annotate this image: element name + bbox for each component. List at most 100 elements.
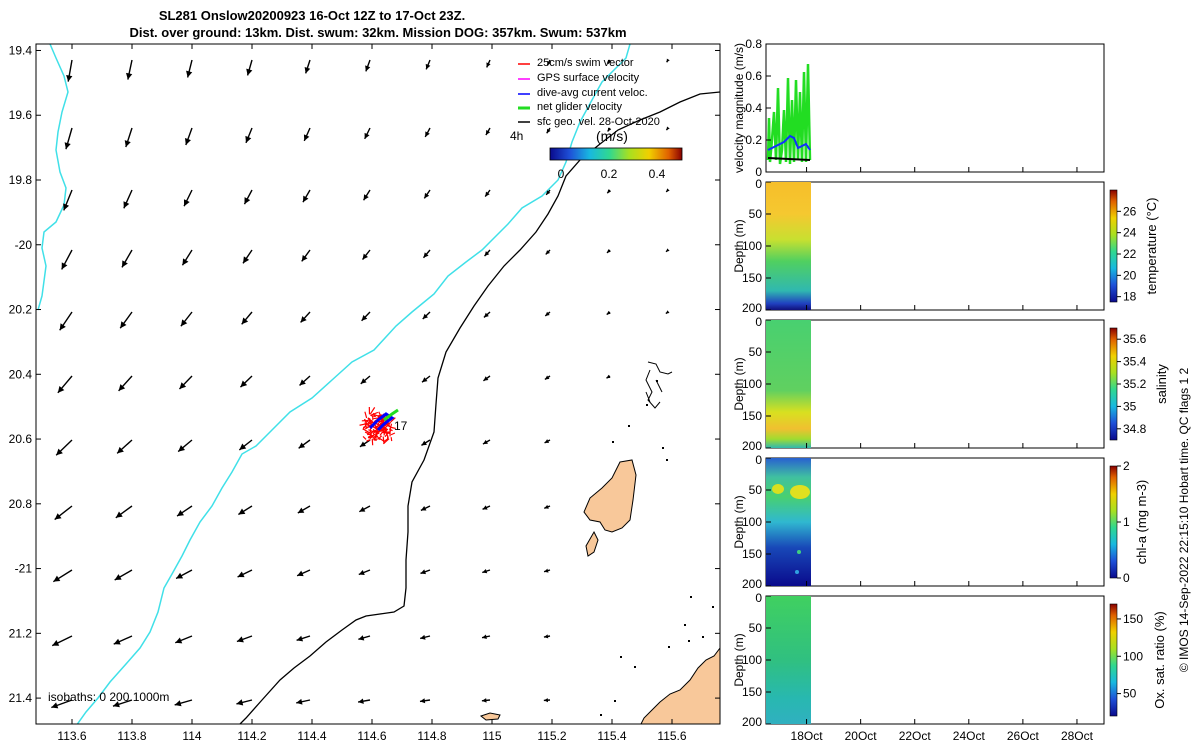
time-tick-label: 18Oct: [791, 729, 824, 743]
map-y-tick-label: 20.8: [9, 497, 33, 511]
velocity-arrow-head: [54, 513, 62, 520]
velocity-arrow-head: [420, 569, 426, 575]
velocity-ylabel: velocity magnitude (m/s): [732, 43, 746, 173]
map-y-tick-label: 19.6: [9, 108, 33, 122]
temperature-y-tick-label: 150: [742, 271, 762, 285]
isobaths-label: isobaths: 0 200 1000m: [48, 690, 169, 704]
temperature-y-tick-label: 100: [742, 239, 762, 253]
legend-net: net glider velocity: [537, 101, 622, 113]
time-tick-label: 20Oct: [845, 729, 878, 743]
temperature-panel: Depth (m) temperature (°C) 050100150200 …: [732, 177, 1159, 315]
map-x-tick-label: 113.6: [57, 729, 86, 743]
velocity-arrow-head: [182, 258, 189, 266]
velocity-arrow-head: [545, 250, 551, 255]
swim-vector: [374, 435, 378, 439]
velocity-arrow-head: [237, 571, 245, 578]
oxygen-y-ticks: 0 50 100 150 200: [742, 591, 771, 729]
temperature-c-ticks: 18 20 22 24 26: [1117, 204, 1137, 304]
salinity-y-tick-label: 100: [742, 377, 762, 391]
temperature-c-tick-label: 22: [1123, 247, 1137, 261]
chla-c-tick-label: 0: [1123, 571, 1130, 585]
temperature-ylabel: Depth (m): [732, 219, 746, 272]
velocity-arrow-head: [64, 142, 71, 150]
velocity-arrow-head: [358, 569, 365, 576]
salinity-y-tick-label: 150: [742, 409, 762, 423]
velocity-arrow-head: [481, 698, 487, 703]
velocity-arrow-head: [422, 377, 428, 383]
velocity-arrow-head: [59, 323, 66, 331]
oxygen-c-tick-label: 100: [1123, 649, 1143, 663]
oxygen-panel: Depth (m) Ox. sat. ratio (%) 05010015020…: [732, 167, 1167, 743]
swim-vector: [359, 423, 368, 426]
mainland: [640, 647, 720, 724]
velocity-arrow-head: [482, 568, 488, 574]
velocity-arrow-head: [421, 440, 427, 446]
coastline-main: [76, 44, 631, 724]
oxygen-y-tick-label: 150: [742, 685, 762, 699]
salinity-y-tick-label: 0: [755, 315, 762, 329]
temperature-y-tick-label: 50: [749, 207, 763, 221]
oxygen-y-tick-label: 100: [742, 653, 762, 667]
velocity-arrow-head: [544, 439, 550, 443]
swim-vector: [382, 422, 389, 428]
colorbar-tick-1: 0.2: [601, 167, 618, 181]
velocity-arrow-head: [358, 698, 364, 704]
velocity-arrow-head: [546, 128, 551, 134]
island-chain: [645, 361, 673, 409]
velocity-arrow-head: [301, 254, 308, 262]
velocity-arrow-head: [118, 384, 126, 391]
velocity-arrow-head: [666, 126, 670, 131]
salinity-y-ticks: 0 50 100 150 200: [742, 315, 771, 453]
coastline-left: [37, 44, 69, 311]
chla-c-ticks: 0 1 2: [1117, 459, 1130, 585]
velocity-arrow-head: [123, 201, 130, 209]
map-x-ticks: 113.6 113.8 114 114.2 114.4 114.6 114.8 115 115.…: [57, 44, 687, 743]
velocity-arrow-head: [422, 313, 429, 320]
map-y-tick-label: 19.4: [9, 43, 33, 57]
velocity-arrow-head: [358, 635, 365, 641]
velocity-arrow-head: [240, 380, 248, 388]
chla-patch: [772, 484, 784, 494]
title-line2: Dist. over ground: 13km. Dist. swum: 32k…: [129, 25, 626, 40]
chla-y-ticks: 0 50 100 150 200: [742, 453, 771, 591]
colorbar-tick-2: 0.4: [649, 167, 666, 181]
swim-vector: [379, 438, 385, 442]
velocity-arrow-head: [420, 634, 426, 640]
velocity-arrow-head: [63, 203, 70, 211]
oxygen-c-tick-label: 50: [1123, 687, 1137, 701]
map-y-tick-label: 20.2: [9, 303, 33, 317]
glider-label: 17: [394, 419, 408, 433]
velocity-arrow-head: [296, 635, 304, 642]
temperature-colorbar: [1109, 189, 1118, 303]
velocity-arrow-head: [665, 310, 670, 314]
velocity-arrow-head: [245, 135, 252, 143]
velocity-arrow-head: [364, 132, 370, 139]
velocity-arrow-head: [544, 375, 550, 380]
velocity-arrow-head: [178, 445, 186, 452]
velocity-arrow-head: [362, 253, 369, 260]
velocity-arrow-head: [606, 249, 611, 253]
salinity-ylabel: Depth (m): [732, 357, 746, 410]
oxygen-ylabel: Depth (m): [732, 633, 746, 686]
velocity-arrow-head: [241, 317, 249, 325]
velocity-y-tick-label: 0: [755, 165, 762, 179]
colorbar-tick-0: 0: [558, 167, 565, 181]
swim-vector: [367, 436, 372, 440]
velocity-y-ticks: 0 0.2 0.4 0.6 0.8: [745, 37, 771, 179]
velocity-y-tick-label: 0.4: [745, 101, 762, 115]
velocity-arrow-head: [236, 636, 244, 643]
swim-vector: [372, 429, 380, 435]
swim-vector: [362, 426, 367, 429]
chla-clabel: chl-a (mg m-3): [1134, 480, 1149, 565]
salinity-heatmap: [766, 320, 811, 448]
map-y-ticks: 19.4 19.6 19.8 -20 20.2 20.4 20.6 20.8 -21 21.2 21…: [9, 43, 720, 705]
map-x-tick-label: 114.2: [237, 729, 266, 743]
islet: [479, 712, 501, 721]
velocity-arrow-head: [365, 65, 371, 72]
swim-vector: [389, 423, 393, 431]
time-tick-label: 24Oct: [953, 729, 986, 743]
temperature-c-tick-label: 24: [1123, 226, 1137, 240]
velocity-arrow-head: [607, 189, 612, 194]
velocity-arrow-head: [296, 698, 303, 705]
chla-ylabel: Depth (m): [732, 495, 746, 548]
